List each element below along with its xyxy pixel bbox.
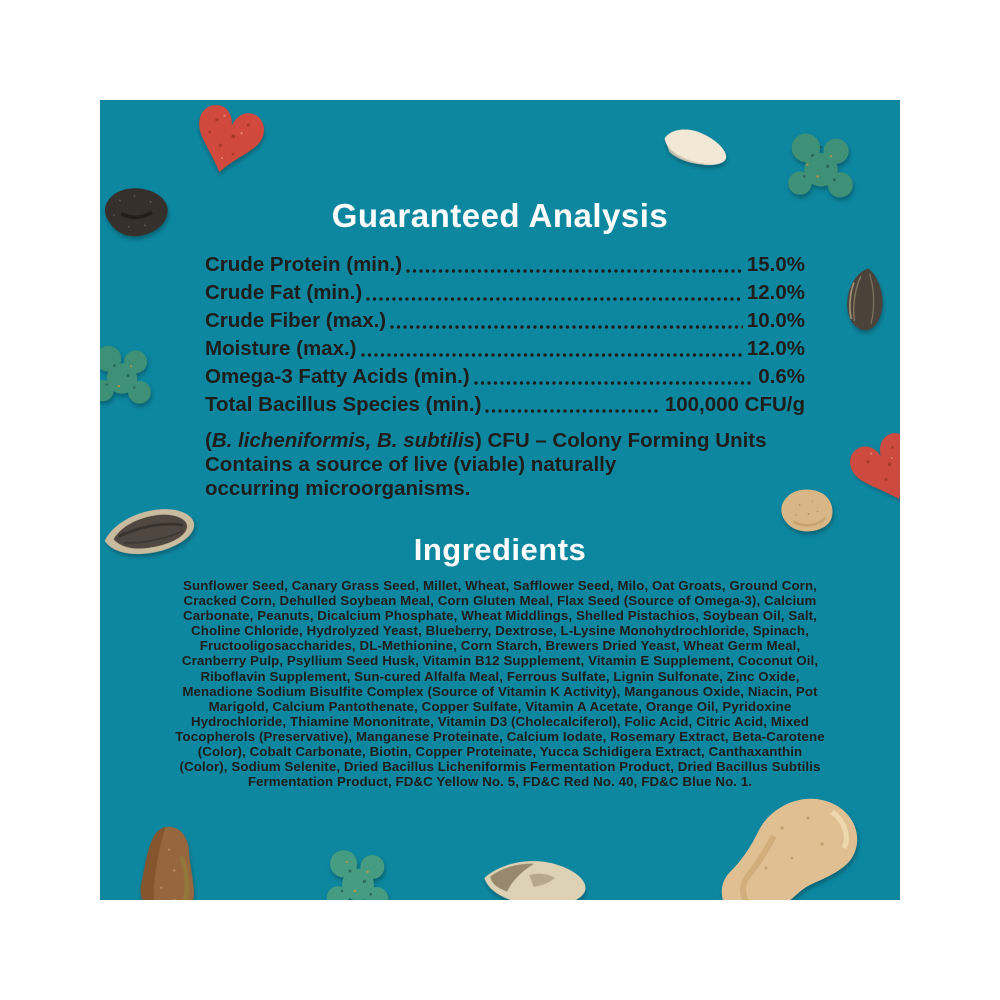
analysis-row: Total Bacillus Species (min.) 100,000 CF… — [205, 391, 805, 419]
sunflower-seed-icon — [484, 861, 586, 900]
peanut-icon — [721, 798, 858, 900]
dot-leader — [357, 335, 747, 363]
ingredients-title: Ingredients — [413, 532, 587, 567]
guaranteed-analysis-table: Crude Protein (min.) 15.0% Crude Fat (mi… — [205, 251, 805, 419]
label-content: Guaranteed Analysis Crude Protein (min.)… — [100, 196, 900, 789]
pistachio-nut-icon — [140, 826, 194, 900]
analysis-footnote: (B. licheniformis, B. subtilis) CFU – Co… — [205, 429, 825, 501]
sunflower-seed-icon — [847, 268, 883, 331]
dot-leader — [362, 279, 747, 307]
analysis-value: 12.0% — [746, 337, 805, 360]
red-heart-treat-icon — [199, 105, 265, 173]
analysis-value: 10.0% — [746, 309, 805, 332]
green-star-treat-icon — [326, 850, 389, 900]
ingredients-list: Sunflower Seed, Canary Grass Seed, Mille… — [175, 578, 825, 790]
analysis-row: Omega-3 Fatty Acids (min.) 0.6% — [205, 363, 805, 391]
label-panel: Guaranteed Analysis Crude Protein (min.)… — [100, 100, 900, 900]
tan-treat-icon — [781, 489, 833, 532]
analysis-label: Total Bacillus Species (min.) — [205, 393, 482, 416]
dot-leader — [402, 251, 747, 279]
analysis-value: 12.0% — [746, 281, 805, 304]
dot-leader — [470, 363, 759, 391]
footnote-viable-line: Contains a source of live (viable) natur… — [205, 453, 617, 476]
red-heart-treat-icon — [850, 433, 900, 500]
analysis-value: 15.0% — [746, 253, 805, 276]
analysis-label: Moisture (max.) — [205, 337, 357, 360]
green-star-treat-icon — [100, 345, 151, 404]
analysis-label: Crude Protein (min.) — [205, 253, 403, 276]
footnote-species: B. licheniformis, B. subtilis — [211, 429, 475, 452]
safflower-seed-icon — [664, 129, 727, 165]
footnote-cfu-line: (B. licheniformis, B. subtilis) CFU – Co… — [205, 429, 825, 453]
analysis-row: Crude Fat (min.) 12.0% — [205, 279, 805, 307]
analysis-row: Moisture (max.) 12.0% — [205, 335, 805, 363]
analysis-row: Crude Fiber (max.) 10.0% — [205, 307, 805, 335]
dot-leader — [386, 307, 747, 335]
analysis-value: 100,000 CFU/g — [664, 393, 805, 416]
footnote-paren: ( — [205, 429, 212, 452]
guaranteed-analysis-title: Guaranteed Analysis — [331, 197, 669, 234]
analysis-label: Omega-3 Fatty Acids (min.) — [205, 365, 470, 388]
raisin-seed-icon — [104, 188, 168, 237]
green-star-treat-icon — [788, 133, 853, 198]
analysis-label: Crude Fiber (max.) — [205, 309, 387, 332]
analysis-row: Crude Protein (min.) 15.0% — [205, 251, 805, 279]
footnote-cfu-text: ) CFU – Colony Forming Units — [474, 429, 767, 452]
analysis-label: Crude Fat (min.) — [205, 281, 363, 304]
analysis-value: 0.6% — [758, 365, 805, 388]
sunflower-seed-icon — [104, 509, 195, 555]
dot-leader — [481, 391, 664, 419]
footnote-viable-line2: occurring microorganisms. — [205, 477, 471, 500]
